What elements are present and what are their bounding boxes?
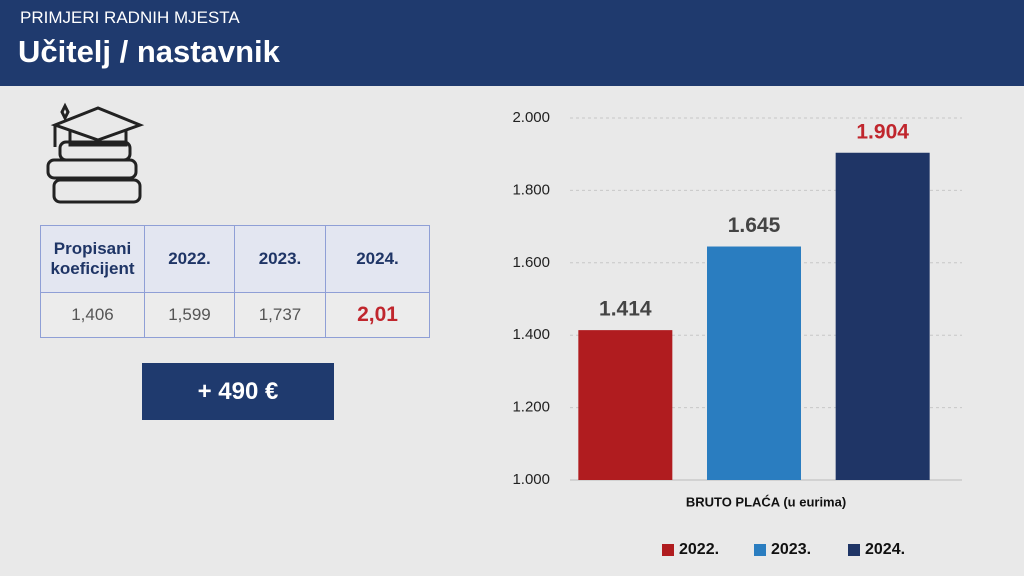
education-icon — [46, 102, 145, 204]
legend-label: 2024. — [865, 541, 905, 558]
table-cell: 2022. — [144, 225, 235, 293]
subtitle: PRIMJERI RADNIH MJESTA — [20, 8, 240, 27]
y-tick-label: 1.800 — [512, 181, 550, 198]
table-row: Propisani koeficijent 2022. 2023. 2024. — [40, 225, 430, 293]
legend-swatch — [662, 544, 674, 556]
legend-swatch — [848, 544, 860, 556]
y-tick-label: 1.200 — [512, 399, 550, 416]
legend-swatch — [754, 544, 766, 556]
table-cell: 1,406 — [40, 292, 145, 338]
value-label: 1.904 — [856, 120, 909, 143]
bar — [835, 152, 930, 480]
table-row: 1,406 1,599 1,737 2,01 — [40, 292, 430, 338]
table-cell: 2024. — [325, 225, 430, 293]
increase-box: + 490 € — [142, 363, 334, 420]
value-label: 1.645 — [728, 214, 781, 237]
bar — [578, 330, 673, 480]
value-label: 1.414 — [599, 298, 652, 321]
coefficient-table: Propisani koeficijent 2022. 2023. 2024. 1,40… — [40, 225, 430, 338]
y-tick-label: 1.000 — [512, 471, 550, 488]
y-tick-label: 2.000 — [512, 109, 550, 126]
table-cell: 1,737 — [234, 292, 326, 338]
title: Učitelj / nastavnik — [18, 34, 280, 69]
table-cell: 2,01 — [325, 292, 430, 338]
table-cell: 1,599 — [144, 292, 235, 338]
table-cell: Propisani koeficijent — [40, 225, 145, 293]
legend-label: 2023. — [771, 541, 811, 558]
y-tick-label: 1.600 — [512, 254, 550, 271]
x-axis-label: BRUTO PLAĆA (u eurima) — [686, 494, 846, 509]
legend-label: 2022. — [679, 541, 719, 558]
y-tick-label: 1.400 — [512, 326, 550, 343]
bar — [707, 246, 801, 480]
header: PRIMJERI RADNIH MJESTA Učitelj / nastavn… — [0, 0, 1024, 86]
